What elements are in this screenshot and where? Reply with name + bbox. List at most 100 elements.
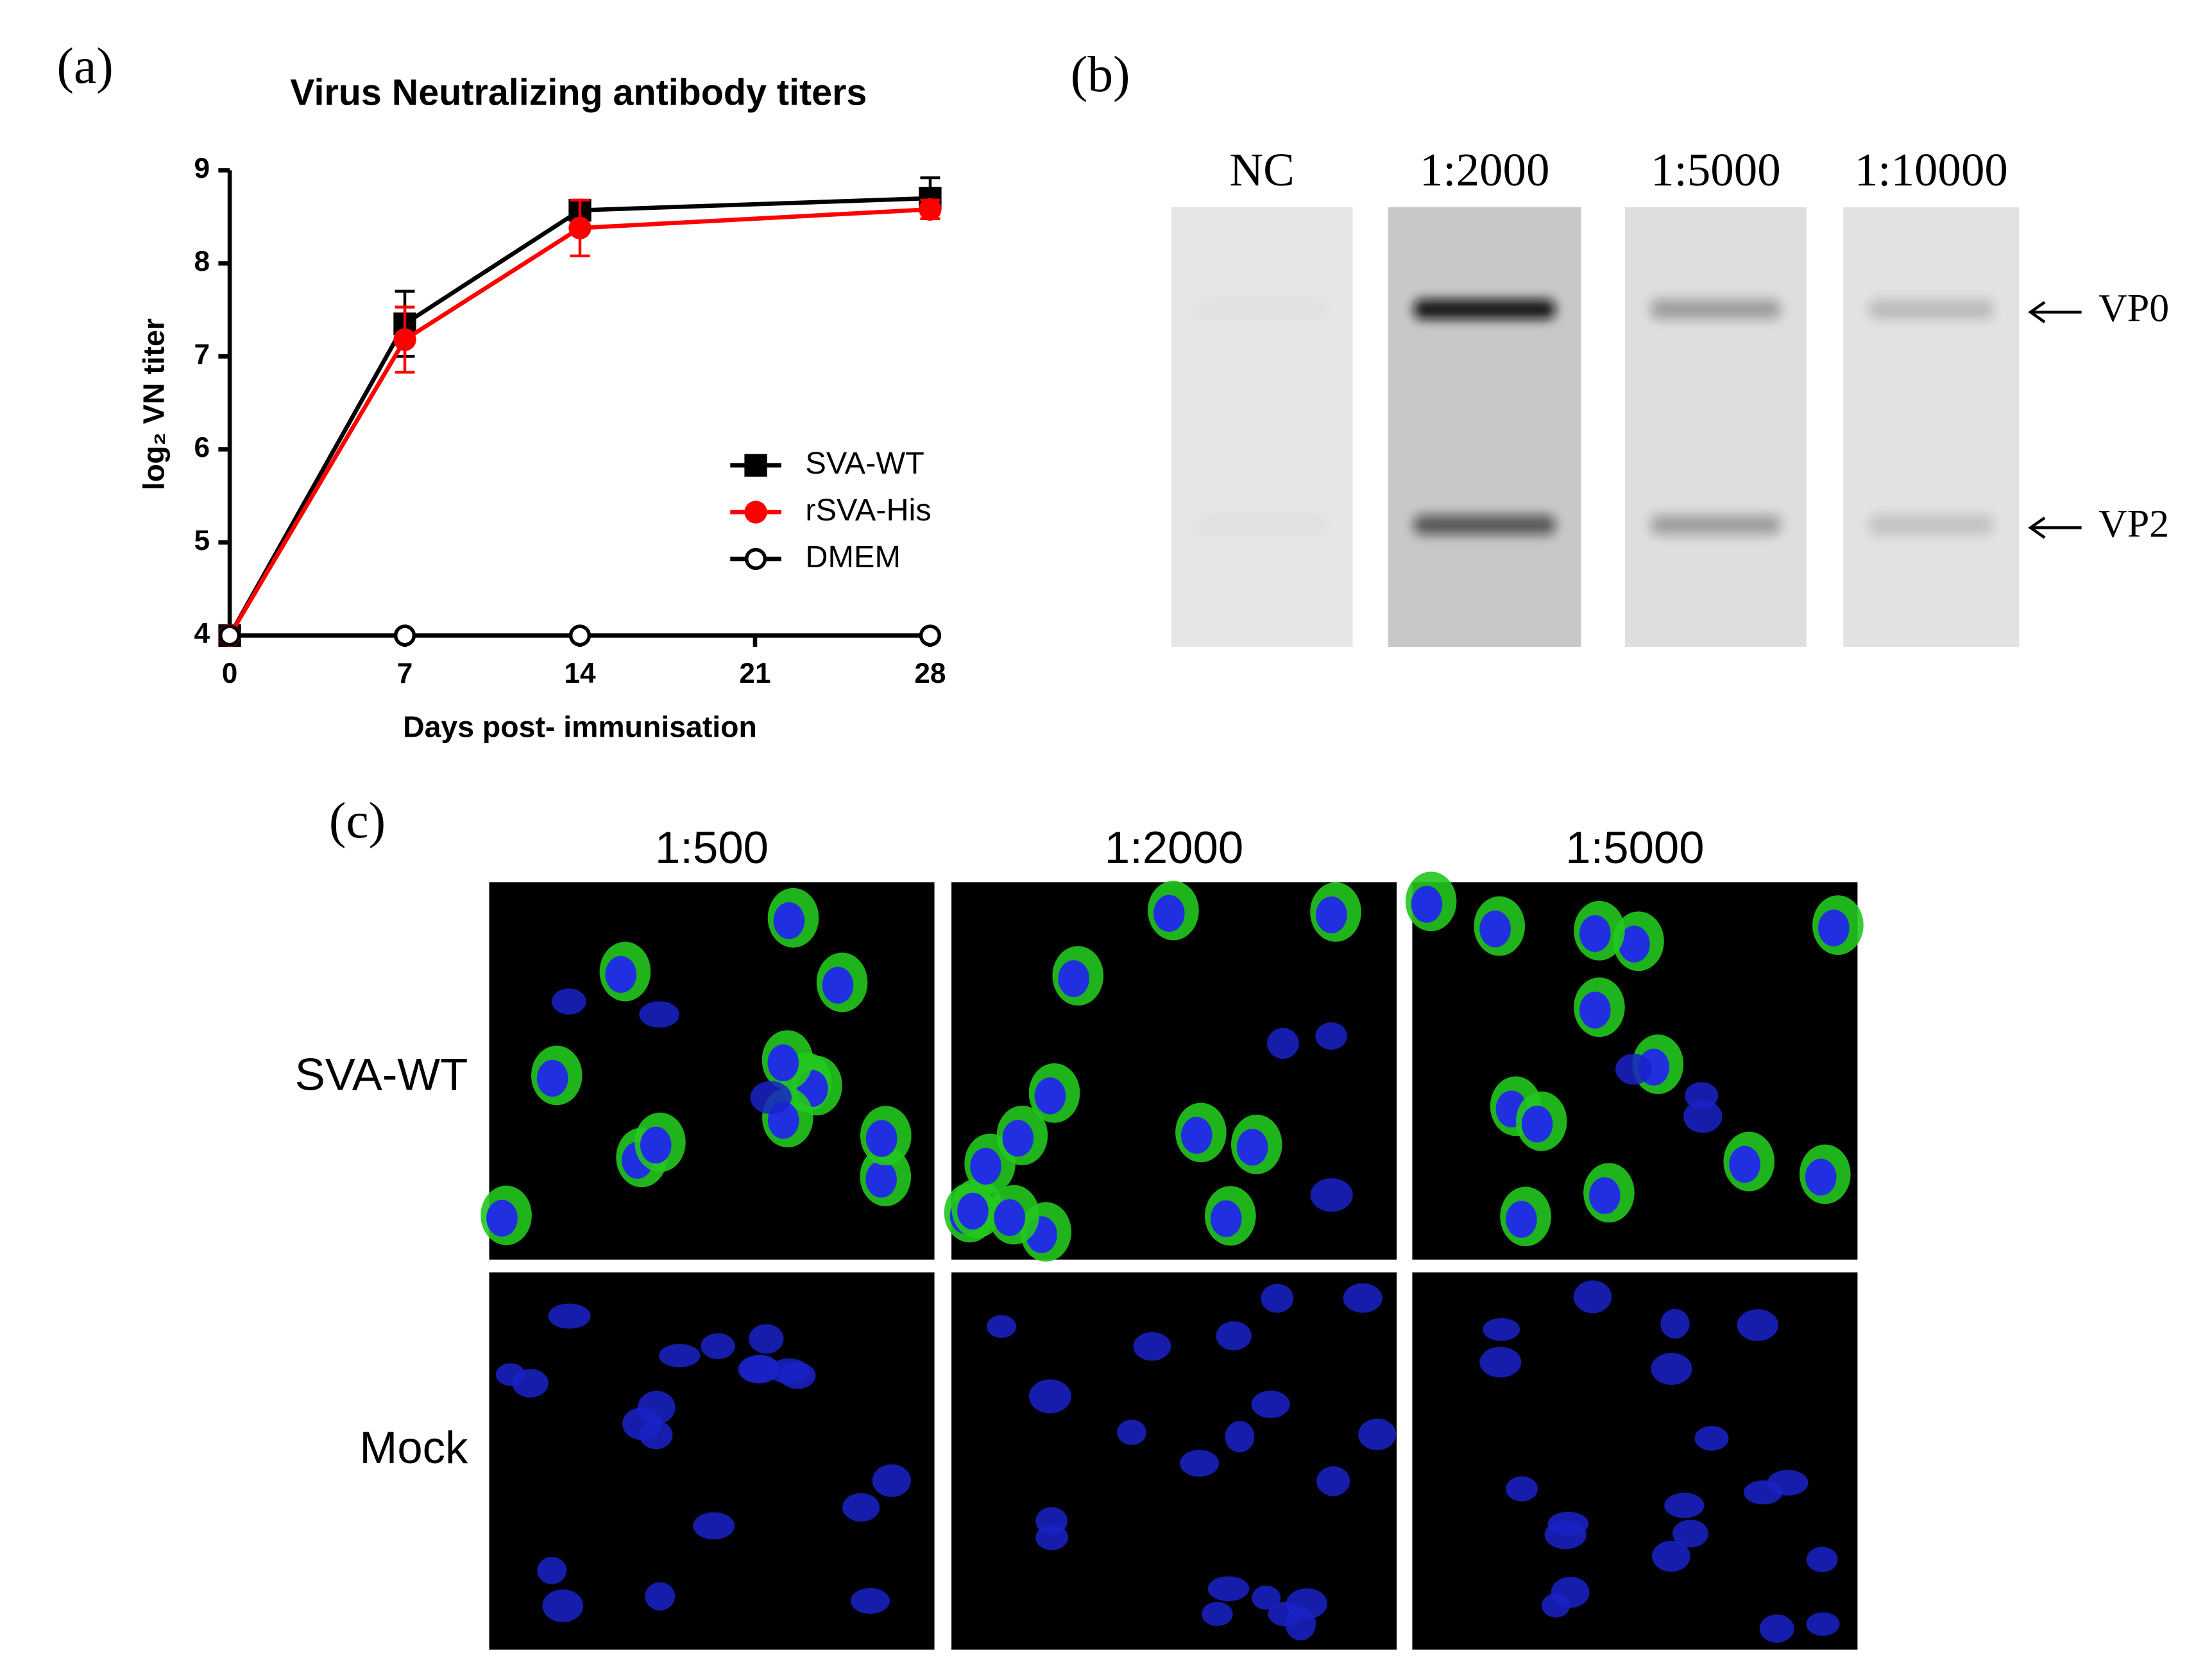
nucleus — [1806, 1547, 1838, 1573]
marker — [218, 624, 241, 647]
blot-band — [1869, 299, 1994, 320]
nucleus — [1615, 1054, 1652, 1085]
blot-lane — [1388, 207, 1581, 647]
nucleus — [536, 1059, 568, 1097]
row-label: Mock — [359, 1422, 468, 1473]
nucleus — [1343, 1283, 1382, 1313]
nucleus — [486, 1199, 518, 1237]
nucleus — [1544, 1520, 1587, 1550]
nucleus — [842, 1493, 880, 1522]
nucleus — [495, 1363, 525, 1386]
panel-label: (b) — [1071, 46, 1130, 103]
marker — [393, 624, 416, 647]
nucleus — [1210, 1200, 1242, 1237]
nucleus — [1316, 1466, 1350, 1496]
blot-band — [1196, 300, 1327, 320]
nucleus — [1651, 1353, 1692, 1385]
nucleus — [1479, 910, 1511, 948]
nucleus — [1180, 1117, 1212, 1154]
nucleus — [1483, 1317, 1520, 1341]
micrograph — [951, 1272, 1397, 1650]
nucleus — [1411, 886, 1443, 923]
nucleus — [542, 1589, 584, 1622]
nucleus — [994, 1199, 1025, 1237]
band-label: VP0 — [2098, 287, 2169, 330]
nucleus — [552, 988, 586, 1015]
nucleus — [1542, 1593, 1570, 1618]
nucleus — [1058, 960, 1089, 997]
column-label: 1:500 — [655, 822, 769, 873]
blot-panel: NC 1:2000 1:5000 1:10000 VP0 VP2 — [1171, 144, 2169, 647]
x-tick-label: 7 — [397, 658, 413, 689]
nucleus — [1506, 1476, 1538, 1502]
lane-label: 1:5000 — [1651, 144, 1781, 196]
nucleus — [1818, 909, 1850, 947]
nucleus — [750, 1081, 792, 1115]
nucleus — [1225, 1421, 1255, 1453]
x-tick-label: 0 — [222, 658, 238, 689]
nucleus — [1506, 1201, 1537, 1238]
nucleus — [1573, 1280, 1612, 1314]
nucleus — [701, 1333, 735, 1360]
nucleus — [1664, 1493, 1705, 1518]
marker — [919, 624, 942, 647]
panel-label: (c) — [329, 793, 386, 849]
nucleus — [1267, 1027, 1299, 1059]
arrow — [2028, 517, 2082, 539]
y-tick-label: 6 — [194, 432, 210, 463]
band-label: VP2 — [2098, 502, 2169, 546]
nucleus — [957, 1192, 989, 1230]
blot-band — [1650, 299, 1782, 320]
nucleus — [1153, 895, 1185, 932]
y-tick-label: 9 — [194, 153, 210, 184]
lane-label: NC — [1229, 144, 1294, 196]
nucleus — [1285, 1607, 1316, 1641]
nucleus — [1358, 1418, 1397, 1450]
nucleus — [659, 1344, 701, 1367]
nucleus — [1588, 1177, 1621, 1214]
y-tick-label: 4 — [194, 618, 210, 649]
nucleus — [1521, 1105, 1553, 1143]
nucleus — [1117, 1419, 1146, 1445]
nucleus — [1652, 1540, 1690, 1572]
nucleus — [1261, 1283, 1294, 1313]
nucleus — [1207, 1576, 1250, 1602]
nucleus — [987, 1315, 1017, 1338]
blot-band — [1196, 515, 1327, 535]
legend-label: rSVA-His — [805, 493, 931, 527]
nucleus — [749, 1324, 784, 1354]
nucleus — [1002, 1120, 1034, 1157]
x-tick-label: 21 — [739, 658, 770, 689]
nucleus — [1619, 925, 1650, 963]
nucleus — [1759, 1614, 1794, 1643]
row-label: SVA-WT — [295, 1049, 468, 1100]
nucleus — [1252, 1585, 1281, 1610]
nucleus — [1479, 1346, 1522, 1378]
micrograph — [1412, 1272, 1858, 1650]
nucleus — [1251, 1391, 1290, 1418]
nucleus — [1579, 915, 1611, 952]
nucleus — [1743, 1480, 1783, 1505]
blot-band — [1650, 515, 1782, 535]
panel-label: (a) — [56, 38, 113, 94]
nucleus — [1672, 1520, 1709, 1548]
blot-lane — [1624, 207, 1807, 647]
x-tick-label: 14 — [564, 658, 596, 689]
nucleus — [773, 902, 805, 939]
nucleus — [872, 1464, 911, 1497]
nucleus — [865, 1161, 897, 1198]
nucleus — [767, 1044, 799, 1081]
nucleus — [1805, 1158, 1837, 1196]
nucleus — [1694, 1426, 1729, 1451]
lane-label: 1:2000 — [1420, 144, 1550, 196]
legend-label: DMEM — [805, 540, 901, 574]
nucleus — [1683, 1100, 1723, 1133]
nucleus — [850, 1588, 890, 1614]
nucleus — [693, 1512, 735, 1540]
column-label: 1:5000 — [1565, 822, 1704, 873]
series-line — [228, 207, 931, 637]
lane-label: 1:10000 — [1855, 144, 2008, 196]
chart-title: Virus Neutralizing antibody titers — [290, 72, 867, 113]
nucleus — [1579, 991, 1611, 1029]
